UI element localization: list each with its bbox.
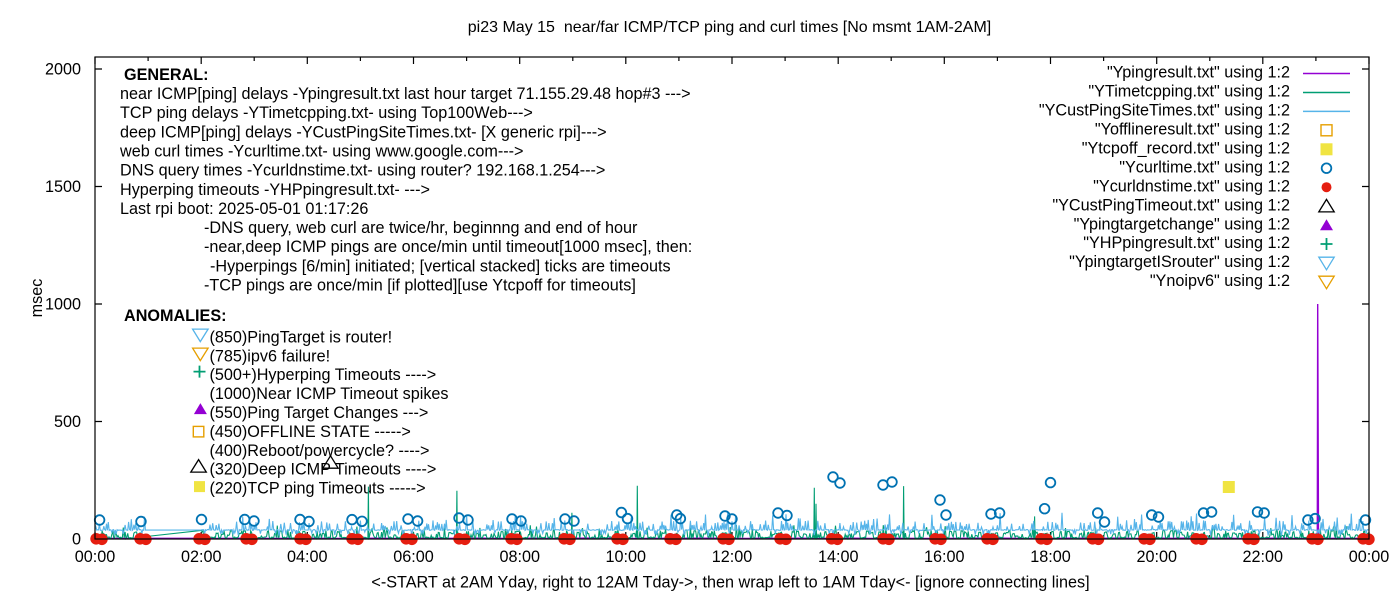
- svg-text:TCP ping delays -YTimetcpping.: TCP ping delays -YTimetcpping.txt- using…: [120, 104, 533, 122]
- svg-text:00:00: 00:00: [1349, 548, 1390, 566]
- svg-text:2000: 2000: [45, 60, 81, 78]
- svg-text:ANOMALIES:: ANOMALIES:: [124, 307, 227, 325]
- svg-text:14:00: 14:00: [818, 548, 859, 566]
- svg-text:deep ICMP[ping] delays -YCustP: deep ICMP[ping] delays -YCustPingSiteTim…: [120, 123, 607, 141]
- svg-text:DNS query times -Ycurldnstime.: DNS query times -Ycurldnstime.txt- using…: [120, 162, 605, 180]
- svg-text:500: 500: [54, 413, 81, 431]
- svg-text:00:00: 00:00: [75, 548, 116, 566]
- svg-text:(1000)Near ICMP Timeout spikes: (1000)Near ICMP Timeout spikes: [210, 385, 449, 403]
- svg-text:20:00: 20:00: [1136, 548, 1177, 566]
- svg-text:(400)Reboot/powercycle? ---->: (400)Reboot/powercycle? ---->: [210, 442, 430, 460]
- svg-text:02:00: 02:00: [181, 548, 222, 566]
- svg-text:(550)Ping Target Changes --->: (550)Ping Target Changes --->: [210, 404, 429, 422]
- svg-text:"Yofflineresult.txt" using 1:2: "Yofflineresult.txt" using 1:2: [1095, 121, 1290, 139]
- svg-text:1000: 1000: [45, 295, 81, 313]
- svg-text:"Ycurltime.txt" using 1:2: "Ycurltime.txt" using 1:2: [1119, 158, 1290, 176]
- svg-text:0: 0: [72, 530, 81, 548]
- svg-text:"Ytcpoff_record.txt" using 1:2: "Ytcpoff_record.txt" using 1:2: [1082, 140, 1290, 158]
- svg-text:pi23 May 15 near/far ICMP/TCP: pi23 May 15 near/far ICMP/TCP ping and c…: [468, 19, 991, 36]
- svg-text:(785)ipv6 failure!: (785)ipv6 failure!: [210, 347, 331, 365]
- svg-text:"YCustPingSiteTimes.txt" using: "YCustPingSiteTimes.txt" using 1:2: [1039, 102, 1290, 120]
- svg-text:12:00: 12:00: [712, 548, 753, 566]
- svg-text:(220)TCP ping Timeouts ----->: (220)TCP ping Timeouts ----->: [210, 480, 426, 498]
- svg-text:-Hyperpings [6/min] initiated;: -Hyperpings [6/min] initiated; [vertical…: [210, 257, 671, 275]
- svg-text:-DNS query, web curl are twice: -DNS query, web curl are twice/hr, begin…: [204, 219, 638, 237]
- svg-text:06:00: 06:00: [393, 548, 434, 566]
- svg-text:04:00: 04:00: [287, 548, 328, 566]
- svg-text:"Ycurldnstime.txt" using 1:2: "Ycurldnstime.txt" using 1:2: [1093, 177, 1290, 195]
- svg-text:near ICMP[ping] delays -Ypingr: near ICMP[ping] delays -Ypingresult.txt …: [120, 85, 691, 103]
- svg-text:22:00: 22:00: [1243, 548, 1284, 566]
- svg-text:"Ypingtargetchange" using 1:2: "Ypingtargetchange" using 1:2: [1074, 215, 1290, 233]
- svg-text:Last rpi boot: 2025-05-01 01:1: Last rpi boot: 2025-05-01 01:17:26: [120, 200, 368, 218]
- svg-text:08:00: 08:00: [499, 548, 540, 566]
- svg-text:msec: msec: [28, 279, 46, 318]
- svg-text:<-START at 2AM Yday, right to: <-START at 2AM Yday, right to 12AM Tday-…: [371, 573, 1089, 591]
- svg-text:"YCustPingTimeout.txt" using 1: "YCustPingTimeout.txt" using 1:2: [1052, 196, 1290, 214]
- svg-text:16:00: 16:00: [924, 548, 965, 566]
- svg-text:web curl times -Ycurltime.txt-: web curl times -Ycurltime.txt- using www…: [119, 142, 523, 160]
- svg-text:"YTimetcpping.txt" using 1:2: "YTimetcpping.txt" using 1:2: [1088, 83, 1290, 101]
- svg-text:10:00: 10:00: [606, 548, 647, 566]
- svg-text:Hyperping timeouts -YHPpingres: Hyperping timeouts -YHPpingresult.txt- -…: [120, 181, 430, 199]
- svg-text:18:00: 18:00: [1030, 548, 1071, 566]
- svg-text:GENERAL:: GENERAL:: [124, 66, 209, 84]
- svg-text:"Ypingresult.txt" using 1:2: "Ypingresult.txt" using 1:2: [1107, 64, 1290, 82]
- svg-text:(500+)Hyperping Timeouts ---->: (500+)Hyperping Timeouts ---->: [210, 366, 437, 384]
- svg-text:"YpingtargetISrouter" using 1:: "YpingtargetISrouter" using 1:2: [1069, 253, 1290, 271]
- svg-text:(320)Deep ICMP Timeouts ---->: (320)Deep ICMP Timeouts ---->: [210, 461, 437, 479]
- svg-text:-TCP pings are once/min [if pl: -TCP pings are once/min [if plotted][use…: [204, 277, 636, 295]
- svg-text:"YHPpingresult.txt" using 1:2: "YHPpingresult.txt" using 1:2: [1083, 234, 1290, 252]
- svg-text:(850)PingTarget is router!: (850)PingTarget is router!: [210, 328, 393, 346]
- svg-text:-near,deep ICMP pings are once: -near,deep ICMP pings are once/min until…: [204, 238, 692, 256]
- svg-text:"Ynoipv6" using 1:2: "Ynoipv6" using 1:2: [1150, 272, 1290, 290]
- svg-text:1500: 1500: [45, 178, 81, 196]
- svg-text:(450)OFFLINE STATE ----->: (450)OFFLINE STATE ----->: [210, 423, 411, 441]
